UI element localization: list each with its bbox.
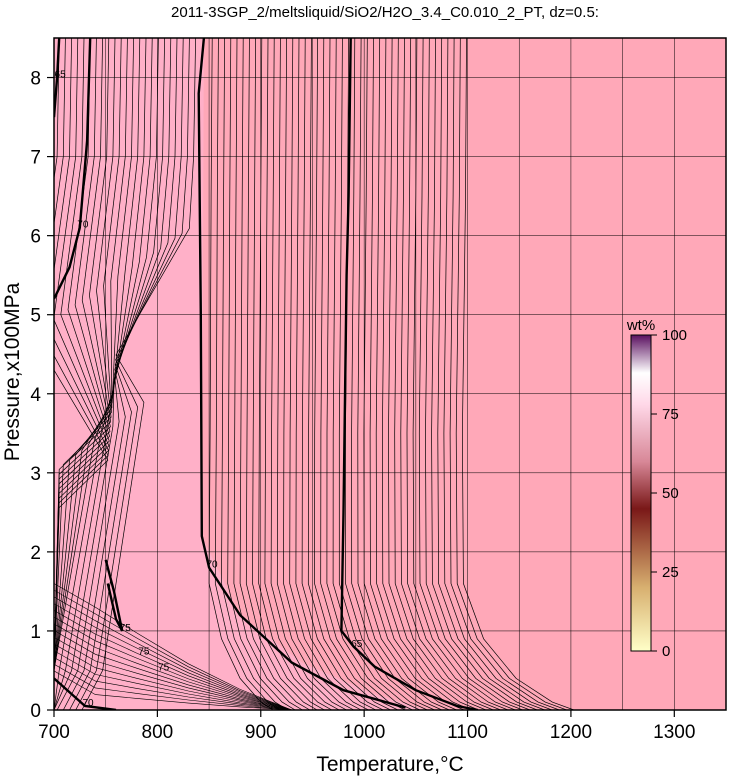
contour-line-66 [54, 589, 292, 710]
contour-line-65 [54, 583, 292, 710]
contour-line-71 [54, 623, 292, 710]
y-tick-label: 1 [30, 622, 41, 643]
y-tick-label: 2 [30, 543, 41, 564]
colorbar-tick-label: 75 [662, 406, 679, 423]
colorbar-tick-label: 50 [662, 485, 679, 502]
grid-lines [54, 38, 726, 710]
bold-contour-5 [54, 677, 117, 710]
contour-label-2: 70 [207, 560, 219, 571]
contour-line-77 [54, 663, 292, 710]
bold-contour-0 [54, 38, 92, 300]
colorbar-label: wt% [626, 317, 655, 334]
contour-line-70 [54, 616, 292, 710]
x-tick-label: 1100 [447, 722, 488, 743]
contour-line-74 [54, 643, 292, 710]
colorbar-tick-label: 100 [662, 327, 687, 344]
chart-title: 2011-3SGP_2/meltsliquid/SiO2/H2O_3.4_C0.… [171, 4, 599, 21]
contour-line-76 [54, 657, 292, 710]
y-axis-label: Pressure,x100MPa [1, 282, 24, 461]
y-tick-label: 8 [30, 69, 41, 90]
contour-line-68 [54, 603, 292, 710]
contour-line-75 [54, 650, 292, 710]
y-tick-label: 0 [30, 701, 41, 722]
colorbar: wt% 0 25 50 75 100 [626, 317, 687, 660]
contour-line-73 [54, 637, 292, 710]
y-tick-label: 3 [30, 464, 41, 485]
contour-line-67 [54, 596, 292, 710]
x-tick-label: 1300 [653, 722, 695, 743]
y-tick-label: 7 [30, 148, 41, 169]
x-tick-label: 1000 [343, 722, 385, 743]
contour-line-78 [54, 670, 292, 710]
contour-label-1: 65 [55, 70, 67, 81]
colorbar-ticks: 0 25 50 75 100 [651, 327, 687, 660]
colorbar-gradient [630, 334, 652, 652]
bold-contour-3 [340, 38, 479, 710]
x-tick-label: 1200 [550, 722, 592, 743]
y-tick-label: 5 [30, 306, 41, 327]
colorbar-tick-label: 0 [662, 643, 670, 660]
contour-line-72 [54, 630, 292, 710]
bold-contour-2 [197, 38, 406, 709]
y-axis-ticks: 0 1 2 3 4 5 6 7 8 [30, 69, 54, 722]
y-tick-label: 4 [30, 385, 41, 406]
x-axis-ticks: 700 800 900 1000 1100 1200 1300 [38, 710, 695, 743]
x-tick-label: 700 [38, 722, 70, 743]
colorbar-tick-label: 25 [662, 564, 679, 581]
bold-contours [54, 38, 479, 710]
contour-labels: 70 65 70 65 75 70 75 75 [55, 70, 363, 710]
small-contour-label-0: 75 [138, 647, 150, 658]
contour-label-0: 70 [77, 220, 89, 231]
contour-label-4: 75 [120, 623, 132, 634]
bold-contour-1 [54, 38, 61, 118]
liquid-region-fill [54, 38, 427, 710]
plot-area [54, 38, 726, 710]
small-contour-label-1: 75 [158, 662, 170, 673]
x-tick-label: 900 [245, 722, 277, 743]
y-tick-label: 6 [30, 227, 41, 248]
x-axis-label: Temperature,°C [316, 753, 463, 776]
contour-line-69 [54, 610, 292, 710]
plot-frame [53, 37, 727, 711]
contour-label-3: 65 [351, 639, 363, 650]
x-tick-label: 800 [142, 722, 174, 743]
bold-contour-4 [104, 559, 124, 632]
contour-label-5: 70 [82, 698, 94, 709]
